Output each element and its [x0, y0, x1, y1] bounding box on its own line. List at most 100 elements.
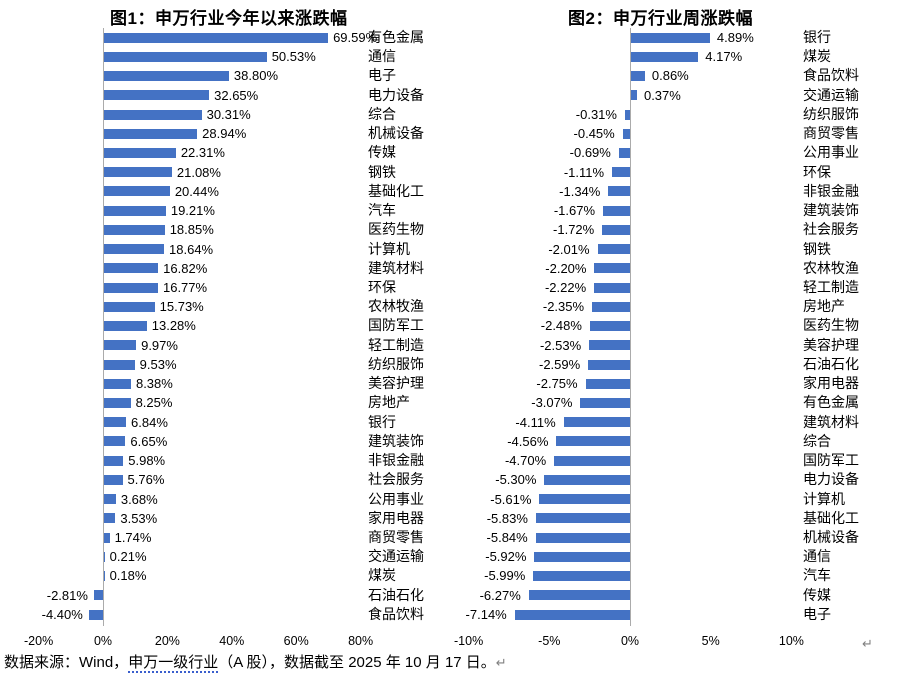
value-label: 3.68%: [120, 491, 158, 507]
value-label: 5.76%: [127, 472, 165, 488]
category-label: 建筑装饰: [803, 202, 859, 219]
bar: [104, 244, 165, 255]
value-label: -7.14%: [465, 606, 507, 622]
category-label: 公用事业: [368, 490, 424, 507]
bar: [528, 590, 630, 601]
bar: [104, 32, 329, 43]
value-label: -2.81%: [46, 587, 88, 603]
category-label: 非银金融: [368, 452, 424, 469]
value-label: -2.20%: [545, 260, 587, 276]
category-label: 纺织服饰: [803, 105, 859, 122]
value-label: 18.64%: [169, 241, 214, 257]
bar: [535, 513, 630, 524]
bar: [104, 474, 123, 485]
bar: [539, 494, 630, 505]
category-label: 汽车: [368, 202, 396, 219]
bar: [104, 551, 105, 562]
value-label: -2.59%: [538, 356, 581, 372]
category-label: 非银金融: [803, 182, 859, 199]
bar: [554, 455, 630, 466]
category-label: 电力设备: [368, 86, 424, 103]
bar: [631, 32, 710, 43]
value-label: 30.31%: [206, 106, 251, 122]
bar: [585, 378, 630, 389]
footer-prefix: 数据来源：Wind，: [4, 654, 129, 671]
footer-suffix: （A 股），数据截至 2025 年 10 月 17 日。: [218, 654, 496, 671]
category-label: 煤炭: [803, 48, 831, 65]
bar: [104, 513, 116, 524]
value-label: 5.98%: [128, 453, 166, 469]
bar: [93, 590, 103, 601]
bar: [603, 205, 630, 216]
value-label: -2.75%: [536, 376, 578, 392]
bar: [631, 90, 637, 101]
category-label: 国防军工: [803, 452, 859, 469]
value-label: 13.28%: [151, 318, 196, 334]
category-label: 综合: [368, 105, 396, 122]
bar: [104, 436, 126, 447]
category-label: 轻工制造: [368, 336, 424, 353]
bar: [602, 224, 630, 235]
category-label: 农林牧渔: [368, 298, 424, 315]
category-label: 房地产: [803, 298, 845, 315]
category-label: 综合: [803, 432, 831, 449]
bar: [104, 321, 147, 332]
bar: [104, 417, 127, 428]
value-label: -6.27%: [479, 587, 521, 603]
value-label: 21.08%: [176, 164, 221, 180]
value-label: -1.34%: [559, 183, 601, 199]
bar: [104, 90, 210, 101]
category-label: 通信: [368, 48, 396, 65]
category-label: 农林牧渔: [803, 259, 859, 276]
value-label: -2.01%: [548, 241, 590, 257]
value-label: 8.38%: [135, 376, 173, 392]
bar: [104, 397, 131, 408]
category-label: 传媒: [803, 586, 831, 603]
category-label: 通信: [803, 548, 831, 565]
value-label: -2.35%: [542, 299, 585, 315]
category-label: 环保: [368, 278, 396, 295]
x-tick-label: -5%: [538, 634, 561, 648]
category-label: 家用电器: [368, 509, 424, 526]
bar: [104, 186, 170, 197]
value-label: 28.94%: [202, 126, 247, 142]
bar: [618, 147, 630, 158]
bar: [544, 474, 630, 485]
bar: [104, 109, 202, 120]
bar: [104, 571, 105, 582]
return-mark-icon: ↵: [495, 655, 507, 670]
chart2-title: 图2：申万行业周涨跌幅: [568, 9, 753, 28]
bar: [104, 378, 131, 389]
chart1-plot-area: 69.59% 有色金属 50.53% 通信 38.80% 电子 32.65% 电力设备 30.3…: [0, 28, 455, 648]
value-label: -0.45%: [573, 126, 615, 142]
value-label: 6.84%: [131, 414, 168, 430]
bar: [104, 340, 137, 351]
category-label: 银行: [803, 29, 831, 45]
category-label: 建筑材料: [368, 259, 424, 276]
shenwan-industry-link[interactable]: 申万一级行业: [128, 654, 219, 673]
value-label: 1.74%: [114, 529, 152, 545]
category-label: 机械设备: [803, 528, 859, 545]
value-label: -1.67%: [553, 203, 596, 219]
x-tick-label: -20%: [24, 634, 54, 648]
value-label: 8.25%: [135, 395, 173, 411]
category-label: 基础化工: [803, 509, 859, 526]
category-label: 石油石化: [368, 586, 424, 603]
value-label: -1.11%: [563, 164, 605, 180]
category-label: 家用电器: [803, 375, 859, 392]
value-label: -5.83%: [486, 510, 528, 526]
value-label: -2.48%: [540, 318, 582, 334]
value-label: 4.17%: [705, 49, 743, 65]
category-label: 煤炭: [368, 567, 396, 584]
value-label: -5.61%: [490, 491, 532, 507]
bar: [88, 609, 103, 620]
bar: [556, 436, 630, 447]
value-label: -3.07%: [531, 395, 573, 411]
x-tick-label: 60%: [283, 634, 309, 648]
category-label: 公用事业: [803, 144, 859, 161]
category-label: 有色金属: [368, 29, 424, 45]
category-label: 商贸零售: [803, 125, 859, 142]
value-label: 0.86%: [651, 68, 689, 84]
value-label: -5.84%: [486, 529, 528, 545]
value-label: 22.31%: [180, 145, 225, 161]
